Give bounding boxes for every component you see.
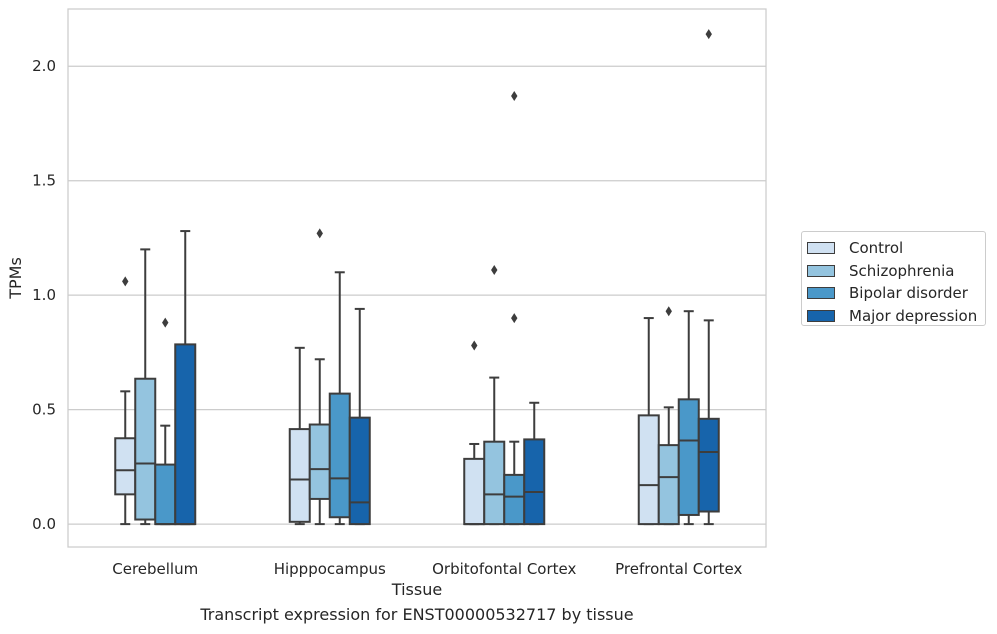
- box-body: [288, 428, 311, 523]
- x-tick-label: Cerebellum: [112, 560, 198, 578]
- outlier-marker: [122, 276, 129, 287]
- box-body: [328, 392, 351, 519]
- box-bipolar-disorder: [503, 90, 526, 526]
- box-control: [463, 340, 486, 526]
- box-schizophrenia: [657, 306, 680, 526]
- legend-item: Bipolar disorder: [807, 282, 985, 305]
- legend-swatch: [807, 309, 835, 322]
- y-tick-label: 0.5: [32, 401, 56, 419]
- y-tick-label: 0.0: [32, 515, 56, 533]
- y-tick-label: 1.0: [32, 286, 56, 304]
- box-body: [697, 417, 720, 513]
- legend-item: Major depression: [807, 305, 985, 328]
- box-body: [677, 398, 700, 516]
- outlier-marker: [491, 264, 498, 275]
- box-body: [523, 438, 546, 526]
- outlier-marker: [471, 340, 478, 351]
- box-major-depression: [697, 29, 720, 526]
- box-body: [503, 473, 526, 526]
- x-tick-label: Hipppocampus: [274, 560, 386, 578]
- y-tick-label: 1.5: [32, 172, 56, 190]
- x-tick-labels: Cerebellum Hipppocampus Orbitofontal Corte…: [112, 560, 742, 578]
- box-major-depression: [348, 307, 371, 526]
- x-tick-label: Prefrontal Cortex: [615, 560, 742, 578]
- box-schizophrenia: [483, 264, 506, 526]
- y-tick-label: 2.0: [32, 57, 56, 75]
- box-body: [348, 416, 371, 526]
- box-control: [114, 276, 137, 526]
- box-bipolar-disorder: [677, 310, 700, 526]
- outlier-marker: [665, 306, 672, 317]
- legend-swatch: [807, 287, 835, 300]
- legend-item: Control: [807, 237, 985, 260]
- chart-caption: Transcript expression for ENST0000053271…: [200, 605, 634, 624]
- outlier-marker: [705, 29, 712, 40]
- plot-area-frame: [67, 8, 767, 548]
- box-major-depression: [174, 230, 197, 526]
- box-groups: [114, 29, 720, 526]
- box-schizophrenia: [134, 248, 157, 526]
- box-body: [114, 437, 137, 496]
- box-body: [154, 463, 177, 526]
- box-bipolar-disorder: [328, 271, 351, 526]
- box-body: [463, 457, 486, 526]
- legend-item: Schizophrenia: [807, 260, 985, 283]
- box-bipolar-disorder: [154, 317, 177, 526]
- box-control: [637, 317, 660, 526]
- outlier-marker: [511, 90, 518, 101]
- box-body: [657, 444, 680, 526]
- outlier-marker: [162, 317, 169, 328]
- legend-label: Control: [849, 239, 904, 258]
- outlier-marker: [511, 313, 518, 324]
- x-tick-label: Orbitofontal Cortex: [432, 560, 576, 578]
- box-schizophrenia: [308, 228, 331, 526]
- x-axis-label: Tissue: [391, 580, 442, 599]
- y-axis-label: TPMs: [6, 257, 25, 300]
- outlier-marker: [316, 228, 323, 239]
- box-body: [483, 440, 506, 526]
- legend-label: Major depression: [849, 306, 978, 325]
- legend-label: Bipolar disorder: [849, 284, 968, 303]
- legend-label: Schizophrenia: [849, 261, 955, 280]
- box-body: [174, 343, 197, 526]
- box-control: [288, 346, 311, 526]
- y-tick-labels: 0.0 0.5 1.0 1.5 2.0: [32, 57, 56, 533]
- box-body: [308, 423, 331, 500]
- legend-swatch: [807, 242, 835, 255]
- legend: Control Schizophrenia Bipolar disorder Majo…: [801, 231, 986, 326]
- legend-swatch: [807, 264, 835, 277]
- box-major-depression: [523, 401, 546, 526]
- box-body: [134, 377, 157, 521]
- box-body: [637, 414, 660, 526]
